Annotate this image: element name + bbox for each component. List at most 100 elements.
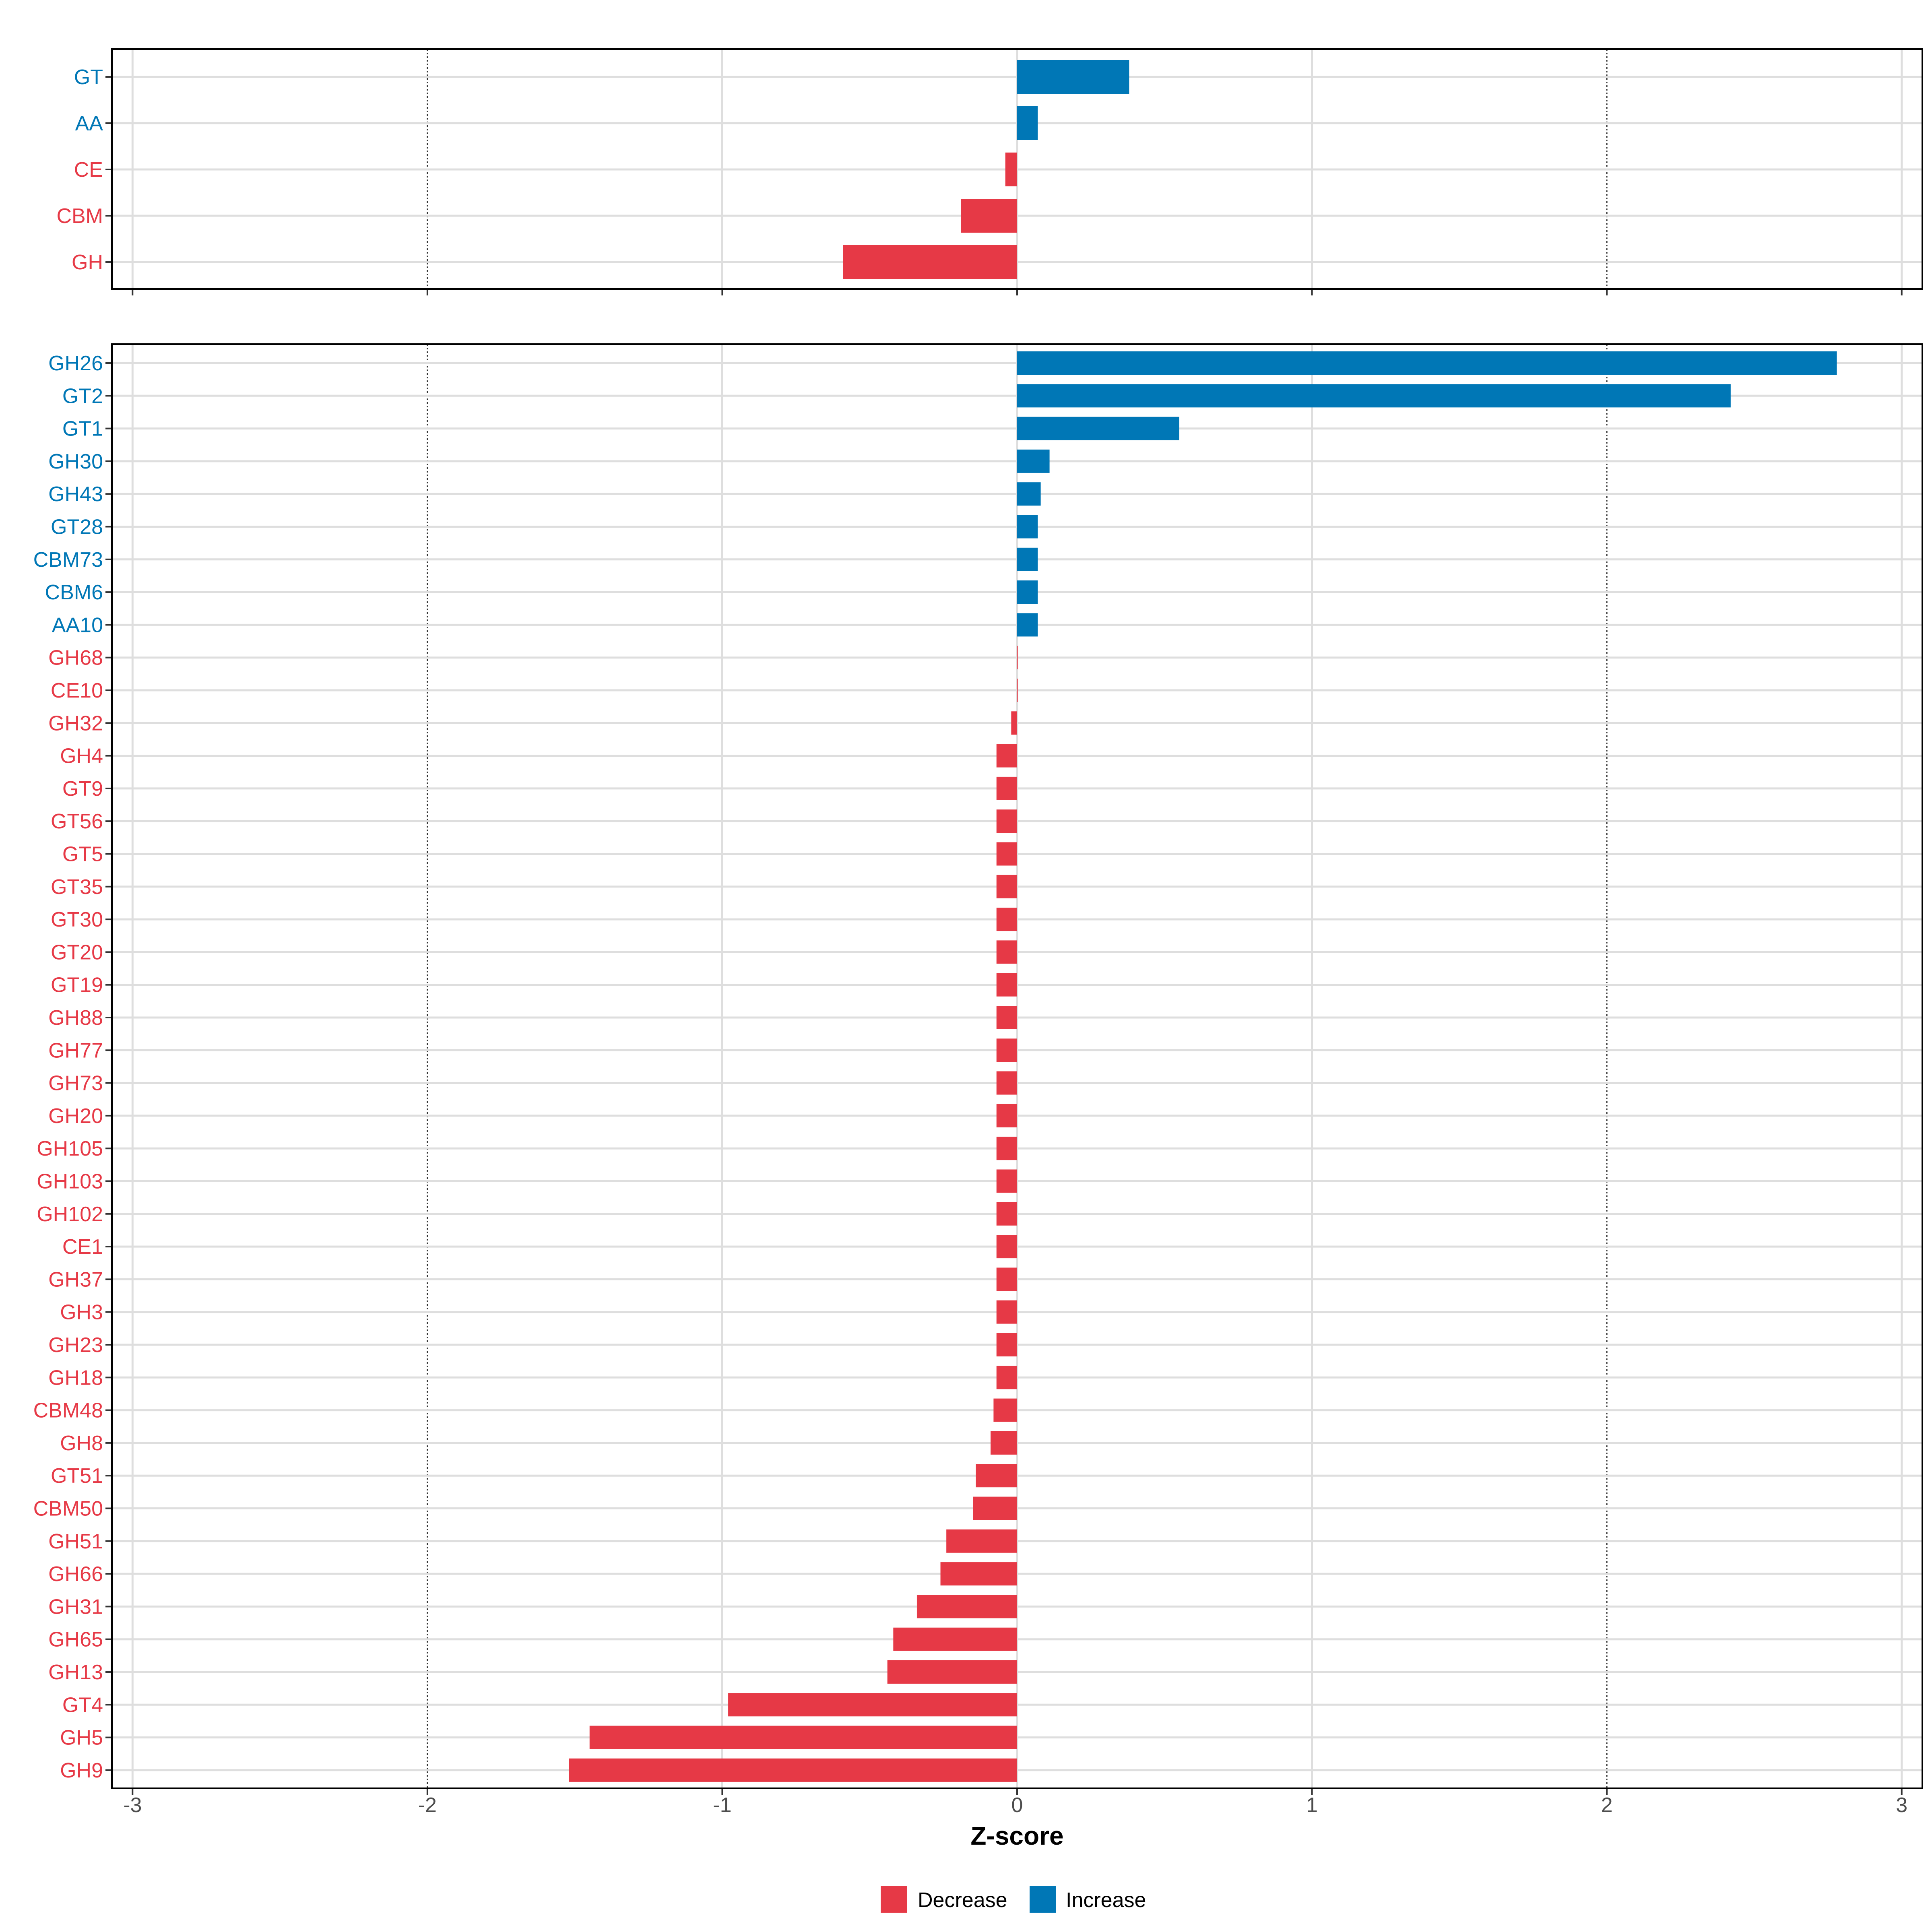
family-label-gh20: GH20	[48, 1104, 103, 1128]
family-label-gh77: GH77	[48, 1039, 103, 1062]
family-label-gh103: GH103	[37, 1170, 103, 1193]
family-label-gh66: GH66	[48, 1563, 103, 1586]
legend-label-decrease: Decrease	[918, 1889, 1007, 1912]
family-bar-gh9	[569, 1758, 1017, 1782]
family-bar-gh73	[996, 1071, 1017, 1095]
class-bar-gt	[1017, 60, 1129, 94]
family-bar-ce10	[1017, 679, 1018, 702]
family-panel-border	[111, 343, 1923, 1789]
family-bar-cbm6	[1017, 580, 1038, 604]
family-label-gh31: GH31	[48, 1595, 103, 1618]
family-bar-gt19	[996, 973, 1017, 997]
family-label-gt35: GT35	[51, 875, 103, 899]
family-bar-gt5	[996, 842, 1017, 866]
x-tick-label: -3	[123, 1794, 142, 1817]
family-bar-cbm48	[993, 1398, 1017, 1422]
family-label-gt4: GT4	[62, 1693, 103, 1717]
family-bar-gh88	[996, 1006, 1017, 1029]
family-bar-gh105	[996, 1137, 1017, 1160]
family-bar-gh23	[996, 1333, 1017, 1356]
class-label-cbm: CBM	[56, 204, 103, 228]
family-bar-gh3	[996, 1300, 1017, 1324]
family-bar-gh43	[1017, 482, 1041, 506]
family-label-cbm48: CBM48	[33, 1399, 103, 1422]
family-label-gh73: GH73	[48, 1072, 103, 1095]
family-bar-gh51	[946, 1529, 1017, 1553]
family-bar-aa10	[1017, 613, 1038, 637]
family-bar-gh18	[996, 1366, 1017, 1389]
family-bar-gt28	[1017, 515, 1038, 539]
family-label-gh43: GH43	[48, 483, 103, 506]
family-bar-gt30	[996, 908, 1017, 931]
family-bar-gh32	[1011, 711, 1017, 735]
class-panel-border	[111, 48, 1923, 290]
family-label-ce1: CE1	[62, 1235, 103, 1259]
class-label-ce: CE	[74, 158, 103, 182]
family-bar-gh37	[996, 1267, 1017, 1291]
family-label-gh32: GH32	[48, 712, 103, 735]
family-bar-gh77	[996, 1038, 1017, 1062]
family-bar-gh20	[996, 1104, 1017, 1127]
class-bar-ce	[1005, 153, 1017, 186]
family-bar-gt2	[1017, 384, 1731, 408]
family-label-ce10: CE10	[51, 679, 103, 702]
family-label-gh23: GH23	[48, 1333, 103, 1357]
family-bar-gt35	[996, 875, 1017, 898]
class-bar-cbm	[961, 199, 1017, 233]
family-label-gh105: GH105	[37, 1137, 103, 1160]
family-label-gt9: GT9	[62, 777, 103, 801]
x-axis: -3 -2 -1 0 1 2 3	[123, 1794, 1907, 1817]
x-tick-label: -1	[713, 1794, 731, 1817]
family-label-gt51: GT51	[51, 1464, 103, 1488]
family-label-gh5: GH5	[60, 1726, 103, 1750]
family-label-gh9: GH9	[60, 1759, 103, 1782]
family-bar-gt20	[996, 940, 1017, 964]
legend: Decrease Increase	[881, 1886, 1146, 1913]
family-label-gh65: GH65	[48, 1628, 103, 1651]
family-bar-gh65	[893, 1627, 1017, 1651]
family-panel: GH26 GT2 GT1 GH30 GH43 GT28 CBM73 CBM6 AA10 GH68 C…	[33, 343, 1923, 1795]
family-bar-gt1	[1017, 417, 1179, 440]
legend-swatch-decrease	[881, 1886, 907, 1913]
family-label-cbm50: CBM50	[33, 1497, 103, 1521]
x-tick-label: 3	[1896, 1794, 1907, 1817]
family-bar-gh30	[1017, 449, 1050, 473]
class-bar-gh	[843, 245, 1017, 279]
family-label-gh37: GH37	[48, 1268, 103, 1291]
x-tick-label: -2	[418, 1794, 437, 1817]
family-label-cbm73: CBM73	[33, 548, 103, 572]
family-label-gt2: GT2	[62, 384, 103, 408]
legend-label-increase: Increase	[1066, 1889, 1146, 1912]
family-bar-gt56	[996, 809, 1017, 833]
family-bar-ce1	[996, 1235, 1017, 1259]
class-label-gh: GH	[72, 251, 103, 274]
family-bar-gh26	[1017, 351, 1837, 375]
family-label-gt19: GT19	[51, 974, 103, 997]
family-label-gh8: GH8	[60, 1432, 103, 1455]
family-bar-gh8	[991, 1431, 1017, 1455]
family-bar-gt4	[728, 1693, 1017, 1717]
family-bar-gt51	[976, 1464, 1017, 1488]
family-bar-gh31	[916, 1595, 1017, 1618]
family-label-gh3: GH3	[60, 1301, 103, 1324]
family-label-cbm6: CBM6	[45, 581, 103, 604]
family-bar-gh68	[1017, 646, 1018, 669]
family-bar-gh103	[996, 1169, 1017, 1193]
family-label-gh26: GH26	[48, 352, 103, 375]
family-bar-gh4	[996, 744, 1017, 768]
x-axis-title: Z-score	[970, 1821, 1063, 1850]
family-label-gh18: GH18	[48, 1366, 103, 1389]
family-label-gh68: GH68	[48, 646, 103, 670]
family-label-gh4: GH4	[60, 745, 103, 768]
family-label-gt30: GT30	[51, 908, 103, 931]
x-tick-label: 0	[1011, 1794, 1023, 1817]
family-bar-cbm73	[1017, 547, 1038, 571]
family-label-gt56: GT56	[51, 810, 103, 833]
family-bar-gt9	[996, 776, 1017, 800]
class-bar-aa	[1017, 106, 1038, 140]
family-label-gh102: GH102	[37, 1203, 103, 1226]
family-label-gt5: GT5	[62, 843, 103, 866]
family-label-gh51: GH51	[48, 1530, 103, 1553]
family-label-gh88: GH88	[48, 1006, 103, 1030]
